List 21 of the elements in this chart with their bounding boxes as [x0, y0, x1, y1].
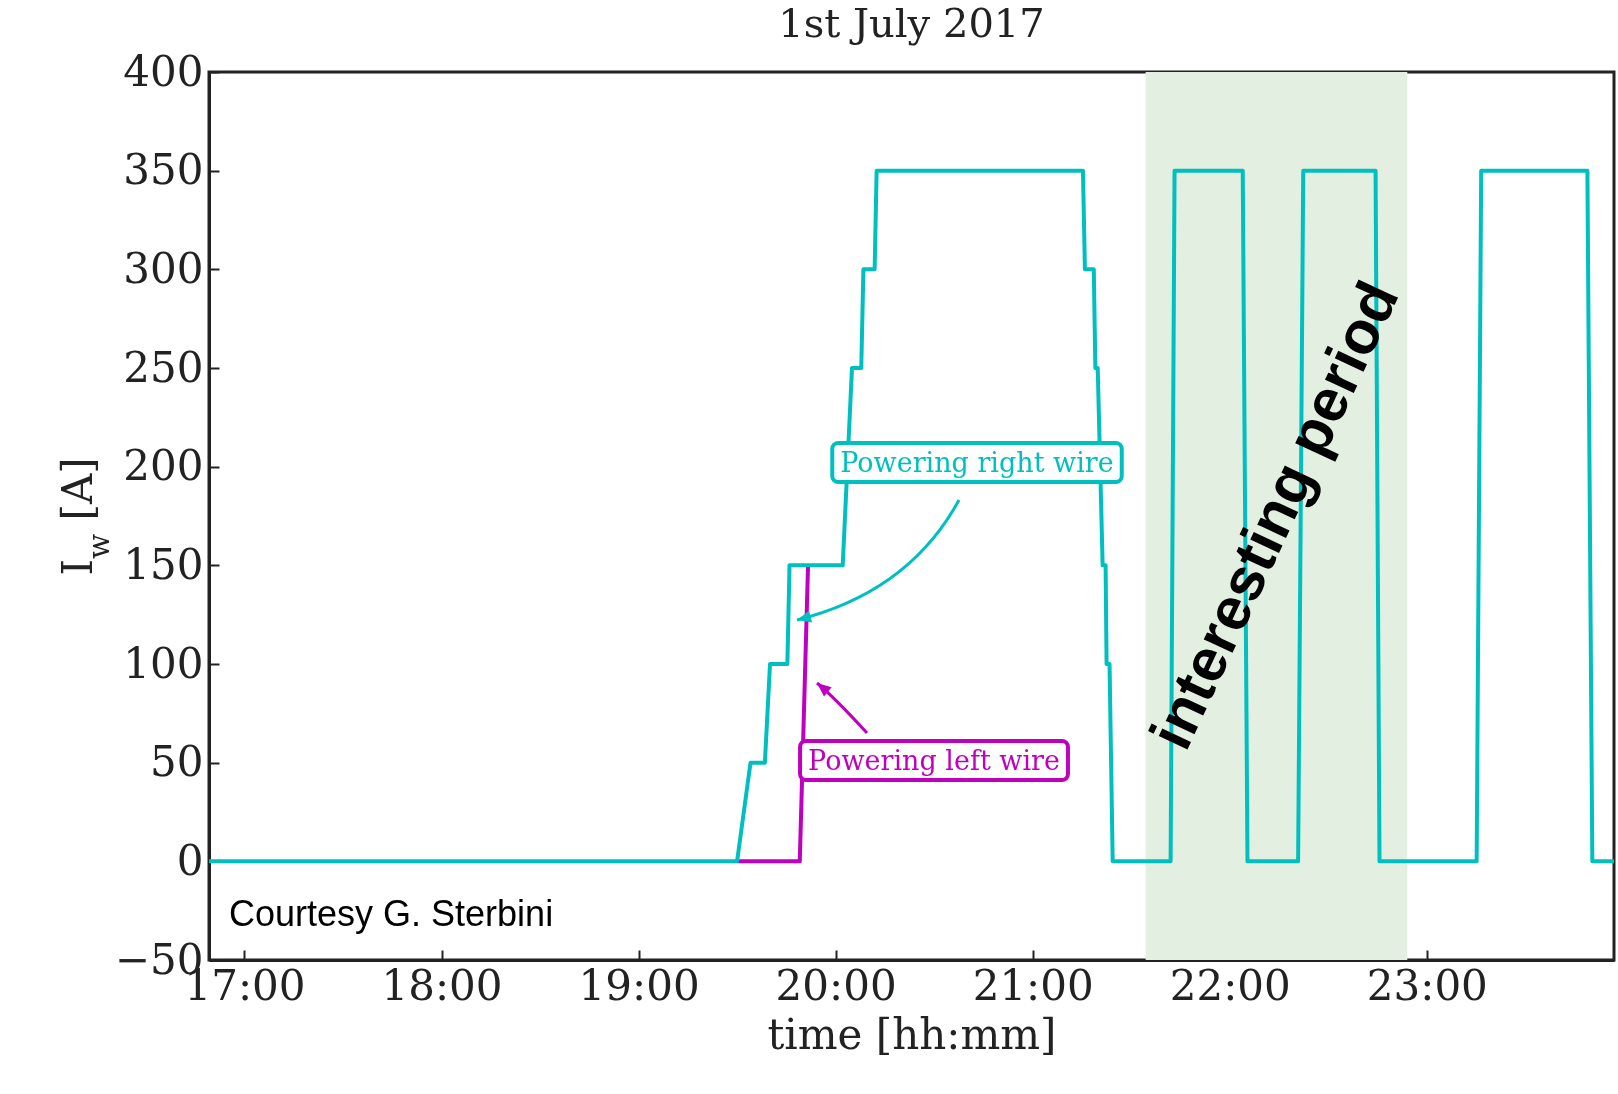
y-tick-label: 0	[176, 835, 204, 885]
x-tick-label: 21:00	[972, 960, 1094, 1010]
y-tick-label: 200	[123, 441, 204, 491]
x-axis-title: time [hh:mm]	[767, 1009, 1057, 1059]
annotation: Powering left wire	[808, 745, 1060, 776]
y-tick-label: 150	[123, 539, 204, 589]
y-tick-label: 350	[123, 145, 204, 195]
x-tick-label: 22:00	[1169, 960, 1291, 1010]
y-tick-label: 400	[123, 46, 204, 96]
y-tick-label: 100	[123, 638, 204, 688]
y-tick-label: 300	[123, 243, 204, 293]
x-tick-label: 23:00	[1366, 960, 1488, 1010]
x-tick-label: 19:00	[578, 960, 700, 1010]
annotation: Powering right wire	[840, 447, 1114, 478]
line-series	[209, 168, 1614, 864]
annotation: Courtesy G. Sterbini	[229, 893, 554, 934]
y-tick-label: 50	[150, 737, 204, 787]
y-tick-label: 250	[123, 342, 204, 392]
x-tick-label: 18:00	[381, 960, 503, 1010]
x-tick-label: 20:00	[775, 960, 897, 1010]
chart-title: 1st July 2017	[778, 0, 1045, 46]
